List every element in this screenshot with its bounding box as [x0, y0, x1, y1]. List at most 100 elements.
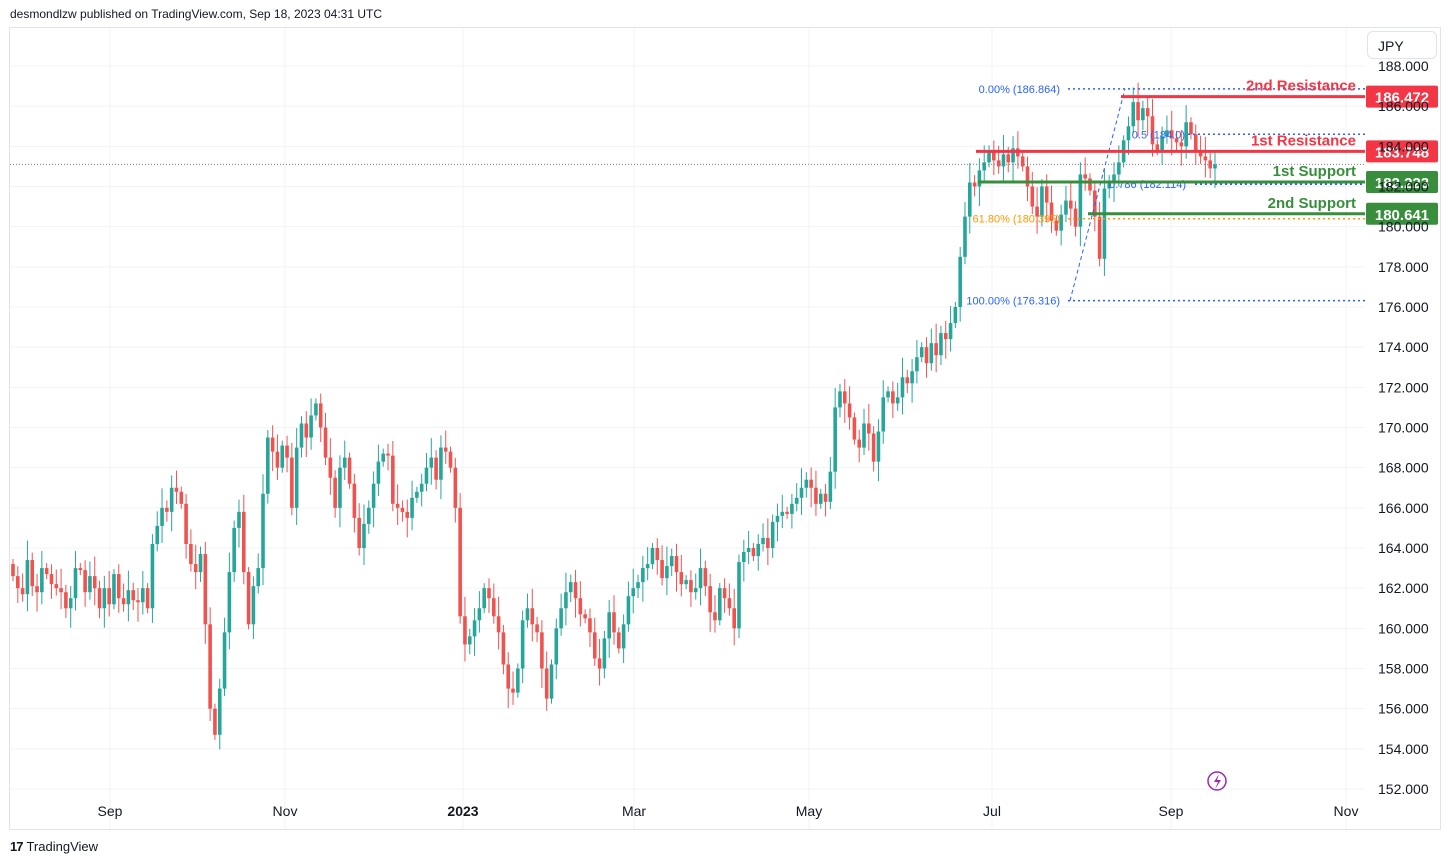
candle-body [617, 632, 621, 649]
candle-body [650, 548, 655, 565]
candle-body [472, 620, 477, 637]
candle-body [842, 391, 847, 404]
candle-body [405, 511, 410, 518]
candle-body [165, 507, 169, 512]
candle-body [761, 537, 765, 544]
candle-body [1078, 174, 1083, 227]
time-tick-label: Mar [622, 803, 646, 819]
candle-body [799, 487, 804, 498]
footer-brand-text: TradingView [26, 839, 99, 854]
candle-body [568, 582, 573, 593]
price-tick-label: 174.000 [1378, 339, 1429, 355]
candle-body [544, 668, 549, 699]
candle-body [1011, 148, 1015, 163]
price-tick-label: 152.000 [1378, 781, 1429, 797]
candle-body [1097, 216, 1102, 259]
candle-body [266, 437, 270, 494]
candle-body [1184, 122, 1188, 147]
candle-body [900, 377, 905, 398]
candle-body [35, 586, 39, 593]
price-tick-label: 186.000 [1378, 98, 1429, 114]
price-badge-label: 186.472 [1375, 90, 1429, 107]
candle-body [49, 574, 54, 585]
price-badge[interactable] [1366, 171, 1438, 194]
candle-body [415, 491, 419, 498]
price-tick-label: 156.000 [1378, 701, 1429, 717]
candle-body [1145, 108, 1150, 117]
candle-body [1059, 214, 1063, 231]
candle-body [1198, 150, 1203, 157]
candle-body [742, 552, 746, 563]
candle-body [645, 564, 650, 569]
candle-body [809, 479, 813, 488]
candle-body [1189, 122, 1193, 135]
candle-body [290, 457, 294, 508]
candle-body [641, 568, 645, 583]
candle-body [376, 461, 381, 484]
price-badge[interactable] [1366, 85, 1438, 108]
candle-body [573, 582, 578, 599]
candle-body [126, 590, 131, 605]
fib-level-label: 0.5 (184.0) [1132, 129, 1185, 141]
candle-body [583, 614, 587, 619]
candle-body [660, 560, 664, 579]
candle-body [1126, 126, 1131, 141]
candle-body [895, 397, 900, 404]
candle-body [463, 616, 467, 645]
candle-body [25, 560, 30, 595]
candle-body [665, 566, 669, 579]
candle-body [578, 598, 583, 615]
candle-body [477, 608, 482, 621]
candle-body [314, 403, 318, 416]
candle-body [410, 497, 414, 518]
currency-button[interactable]: JPY [1367, 31, 1437, 59]
candle-body [222, 632, 227, 689]
candle-body [424, 467, 429, 484]
candle-body [174, 487, 179, 492]
candle-body [434, 457, 438, 480]
support-resistance-levels: 2nd Resistance 186.472 1st Resistance 183.7… [976, 78, 1438, 225]
candle-body [1150, 116, 1155, 145]
candle-body [669, 556, 674, 567]
candle-body [549, 664, 554, 699]
candle-body [395, 503, 400, 508]
candle-body [1020, 156, 1025, 167]
candle-body [1088, 178, 1092, 191]
candle-body [193, 564, 198, 573]
time-axis[interactable]: Sep Nov 2023 Mar May Jul Sep Nov [98, 803, 1359, 819]
candle-body [1035, 206, 1039, 217]
candle-body [261, 493, 265, 569]
candle-body [270, 437, 275, 452]
candle-body [323, 427, 328, 458]
candle-body [780, 511, 785, 516]
candle-body [169, 487, 174, 512]
candle-body [713, 612, 717, 621]
candle-body [631, 588, 636, 597]
candle-body [59, 588, 63, 593]
candle-body [679, 572, 684, 585]
candle-body [972, 182, 977, 187]
candle-body [838, 391, 842, 408]
candle-body [54, 584, 59, 589]
candle-body [232, 527, 236, 573]
candle-body [1179, 142, 1184, 147]
price-badge[interactable] [1366, 140, 1438, 163]
candle-body [693, 588, 698, 593]
candle-body [439, 447, 443, 480]
grid-lines [10, 28, 1365, 829]
lightning-icon[interactable] [1207, 771, 1227, 791]
candle-body [886, 391, 890, 398]
chart-frame[interactable] [9, 27, 1441, 830]
price-badge[interactable] [1366, 202, 1438, 225]
price-tick-label: 160.000 [1378, 620, 1429, 636]
candle-body [857, 439, 862, 448]
candle-body [429, 457, 434, 468]
candle-body [160, 507, 164, 526]
candle-body [511, 688, 515, 693]
candle-body [833, 407, 837, 472]
price-axis[interactable]: 152.000 154.000 156.000 158.000 160.000 162.0… [1378, 58, 1429, 797]
candle-body [1117, 162, 1121, 175]
candle-body [987, 150, 991, 163]
candle-body [1073, 208, 1078, 227]
